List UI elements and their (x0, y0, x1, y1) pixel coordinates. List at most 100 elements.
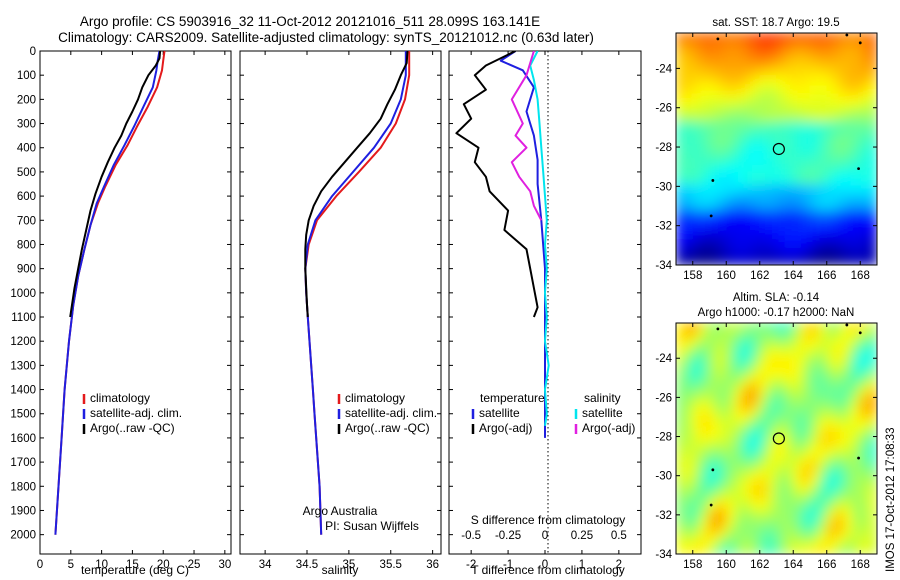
map-cell (700, 139, 710, 150)
map-cell (809, 323, 819, 333)
map-cell (759, 446, 769, 457)
map-cell (709, 33, 719, 43)
map-cell (817, 68, 828, 79)
map-cell (750, 323, 761, 333)
map-cell (859, 148, 870, 159)
map-cell (817, 59, 828, 70)
map-cell (676, 509, 685, 519)
map-cell (826, 518, 836, 528)
map-cell (801, 482, 811, 493)
map-cell (776, 148, 786, 159)
map-cell (868, 148, 877, 159)
map-cell (859, 455, 870, 466)
map-cell (826, 420, 836, 431)
island-marker (858, 331, 862, 335)
map-cell (809, 157, 819, 168)
map-cell (817, 95, 828, 105)
map-cell (734, 349, 744, 360)
map-cell (692, 139, 702, 150)
map-cell (734, 500, 744, 511)
map-cell (750, 473, 761, 484)
map-cell (834, 526, 844, 537)
map-cell (792, 331, 803, 342)
map-cell (709, 402, 719, 413)
map-cell (784, 211, 794, 221)
map-cell (734, 526, 744, 537)
map-cell (826, 544, 836, 554)
map-cell (834, 518, 844, 528)
map-cell (801, 375, 811, 386)
map-cell (826, 482, 836, 493)
map-cell (759, 323, 769, 333)
map-cell (700, 77, 710, 87)
map-cell (767, 464, 777, 475)
island-marker (845, 33, 849, 37)
map-cell (792, 482, 803, 493)
map-cell (826, 366, 836, 377)
map-cell (692, 193, 702, 203)
map-cell (692, 438, 702, 448)
map-cell (843, 331, 853, 342)
map-cell (676, 50, 685, 61)
map-cell (683, 358, 694, 368)
map-cell (750, 86, 761, 96)
map-cell (851, 237, 861, 248)
map-cell (868, 246, 877, 257)
map-cell (868, 500, 877, 511)
map-cell (742, 86, 752, 96)
map-cell (776, 420, 786, 431)
map-cell (834, 535, 844, 546)
map-cell (868, 184, 877, 195)
map-cell (759, 148, 769, 159)
map-cell (801, 420, 811, 431)
map-cell (676, 157, 685, 168)
map-cell (784, 482, 794, 493)
map-cell (759, 184, 769, 195)
map-cell (776, 255, 786, 265)
map-cell (750, 175, 761, 186)
map-cell (692, 535, 702, 546)
map-cell (843, 340, 853, 351)
map-cell (725, 349, 736, 360)
map-cell (692, 393, 702, 404)
map-cell (676, 526, 685, 537)
map-cell (676, 402, 685, 413)
x-tick-label: 0 (542, 559, 548, 571)
map-cell (801, 112, 811, 123)
map-cell (683, 429, 694, 439)
map-cell (868, 544, 877, 554)
sla-map-islands (709, 323, 862, 507)
map-cell (750, 211, 761, 221)
map-cell (683, 121, 694, 132)
map-cell (767, 41, 777, 52)
map-cell (851, 375, 861, 386)
depth-tick-label: 700 (17, 215, 36, 227)
map-cell (717, 384, 727, 395)
map-cell (792, 366, 803, 377)
map-cell (725, 446, 736, 457)
map-cell (792, 237, 803, 248)
map-cell (801, 411, 811, 422)
map-cell (826, 323, 836, 333)
map-cell (709, 323, 719, 333)
sla-map-subtitle: Argo h1000: -0.17 h2000: NaN (698, 307, 855, 319)
map-cell (776, 384, 786, 395)
map-cell (776, 33, 786, 43)
map-cell (801, 331, 811, 342)
map-cell (776, 349, 786, 360)
map-cell (676, 491, 685, 502)
map-cell (709, 157, 719, 168)
map-cell (809, 518, 819, 528)
map-cell (801, 202, 811, 212)
map-cell (683, 228, 694, 239)
map-cell (809, 175, 819, 186)
map-cell (809, 446, 819, 457)
map-cell (776, 95, 786, 105)
map-cell (843, 464, 853, 475)
map-cell (859, 175, 870, 186)
map-cell (834, 68, 844, 79)
map-cell (759, 455, 769, 466)
map-cell (851, 77, 861, 87)
map-cell (734, 121, 744, 132)
map-cell (826, 219, 836, 230)
